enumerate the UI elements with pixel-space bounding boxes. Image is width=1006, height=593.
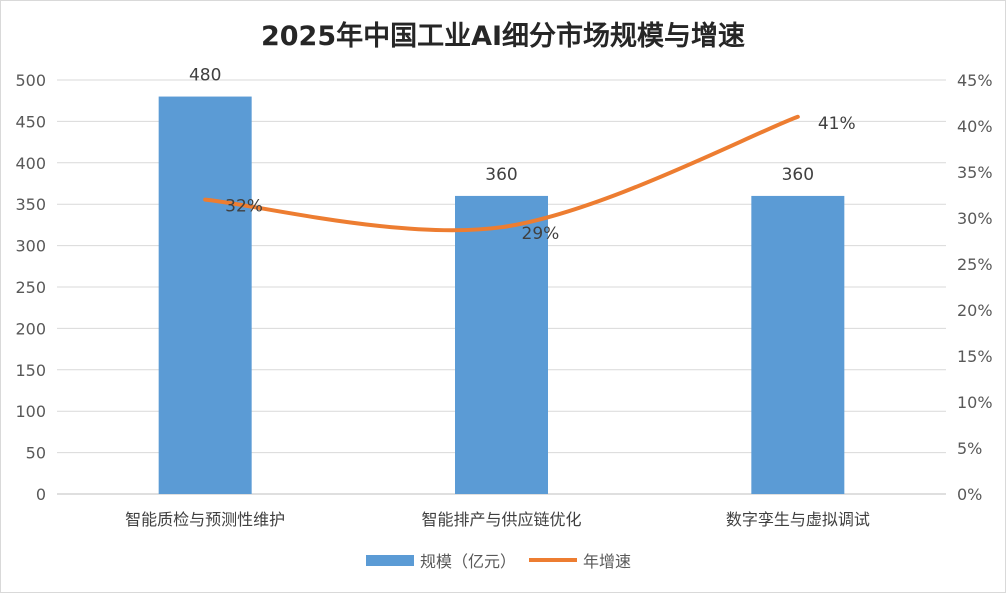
left-tick-label: 350 [15,195,46,214]
legend: 规模（亿元） 年增速 [366,552,631,571]
category-label: 数字孪生与虚拟调试 [726,510,870,529]
right-tick-label: 5% [957,439,982,458]
right-tick-label: 30% [957,209,993,228]
legend-label-bar: 规模（亿元） [420,552,516,571]
category-labels: 智能质检与预测性维护 智能排产与供应链优化 数字孪生与虚拟调试 [125,510,870,529]
bar [158,96,252,494]
bar-data-label: 360 [782,165,814,185]
left-tick-label: 450 [15,112,46,131]
right-tick-label: 40% [957,117,993,136]
line-data-label: 41% [818,114,856,134]
left-tick-label: 300 [15,237,46,256]
left-tick-label: 250 [15,278,46,297]
bar [751,195,845,495]
legend-swatch-bar [366,555,414,566]
category-label: 智能质检与预测性维护 [125,510,285,529]
left-tick-label: 0 [36,485,46,504]
left-tick-label: 200 [15,319,46,338]
line-series [203,114,800,233]
right-tick-label: 15% [957,347,993,366]
left-tick-label: 500 [15,71,46,90]
right-tick-label: 35% [957,163,993,182]
line-data-label: 29% [522,224,560,244]
left-tick-label: 50 [26,444,46,463]
left-tick-label: 400 [15,154,46,173]
bar-series [158,96,845,495]
bar-data-label: 360 [485,165,517,185]
legend-label-line: 年增速 [583,552,631,571]
chart-title: 2025年中国工业AI细分市场规模与增速 [261,20,745,52]
data-labels: 480 360 360 32% 29% 41% [189,66,856,245]
right-tick-label: 20% [957,301,993,320]
right-tick-label: 0% [957,485,982,504]
left-axis-ticks: 0 50 100 150 200 250 300 350 400 450 500 [15,71,46,504]
left-tick-label: 100 [15,402,46,421]
right-tick-label: 10% [957,393,993,412]
right-tick-label: 45% [957,71,993,90]
right-axis-ticks: 0% 5% 10% 15% 20% 25% 30% 35% 40% 45% [957,71,993,504]
bar-data-label: 480 [189,66,221,86]
right-tick-label: 25% [957,255,993,274]
category-label: 智能排产与供应链优化 [421,510,581,529]
left-tick-label: 150 [15,361,46,380]
line-data-label: 32% [225,197,263,217]
bar [455,195,548,495]
